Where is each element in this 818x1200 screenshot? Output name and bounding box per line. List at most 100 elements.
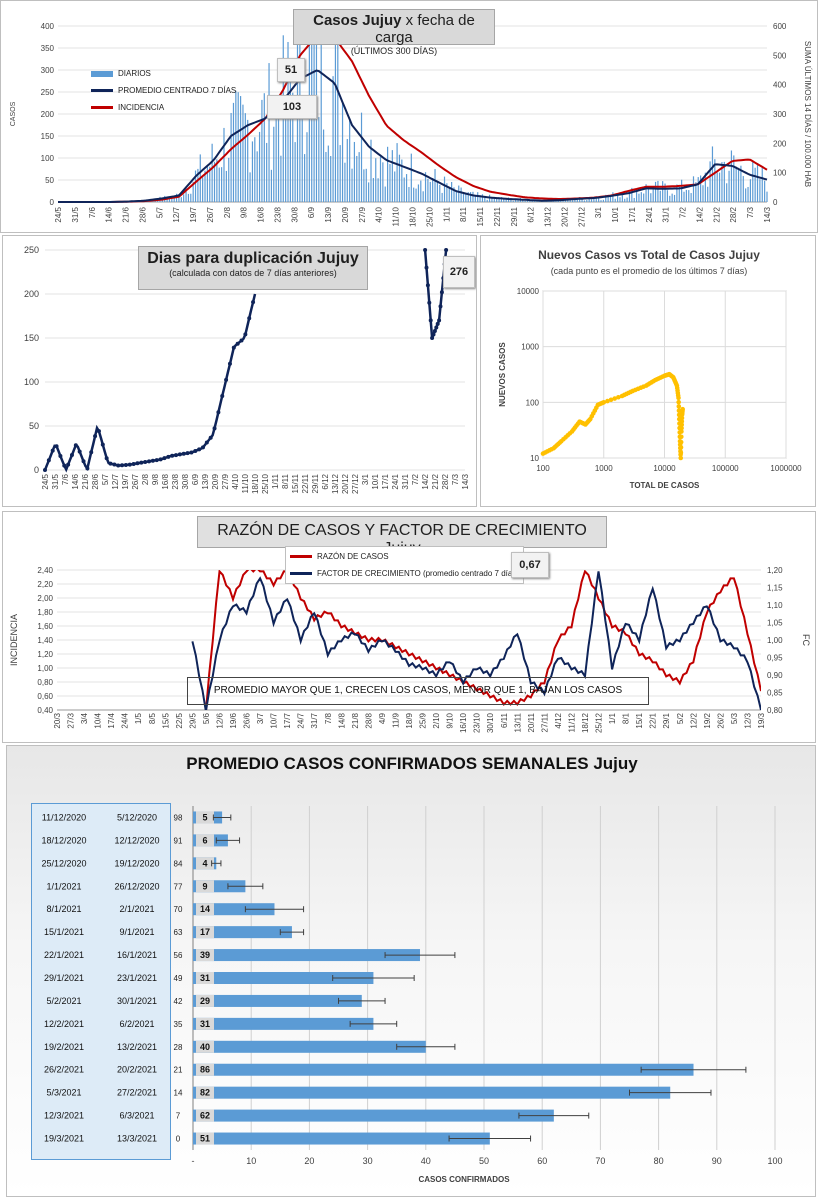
duplication-point xyxy=(431,332,436,337)
daily-bar xyxy=(574,199,576,202)
x-tick-label: 7/6 xyxy=(61,473,70,485)
x-tick-label: 4/10 xyxy=(231,473,240,489)
duplication-point xyxy=(139,460,144,465)
duplicacion-chart-panel: 0 50 100 150 200 250 24/5 31/5 7/6 14/6 21/6 28/6 5/… xyxy=(2,235,477,507)
casos-callout-incidencia: 103 xyxy=(267,95,317,119)
x-tick-label: 1/5 xyxy=(134,712,143,724)
y-axis-label: CASOS xyxy=(10,101,17,126)
daily-bar xyxy=(360,112,363,202)
daily-bar xyxy=(275,97,277,202)
x-tick-label: 21/6 xyxy=(122,206,131,222)
scatter-point xyxy=(605,398,610,404)
casos-title-box: Casos Jujuy x fecha de carga (ÚLTIMOS 30… xyxy=(293,9,495,56)
x-tick-label: 29/11 xyxy=(311,473,320,493)
x-tick-label: 16/8 xyxy=(161,473,170,489)
duplication-point xyxy=(430,336,435,340)
x-tick-label: 15/5 xyxy=(161,712,170,728)
legend-item-promedio: PROMEDIO CENTRADO 7 DÍAS xyxy=(91,82,236,99)
y-tick-label: 50 xyxy=(45,176,54,185)
duplication-point xyxy=(108,461,113,466)
daily-bar xyxy=(576,199,578,202)
daily-bar xyxy=(280,155,282,202)
daily-bar xyxy=(469,192,472,202)
daily-bar xyxy=(626,197,628,202)
daily-bar xyxy=(645,184,647,202)
x-tick-label: 19/7 xyxy=(189,206,198,222)
duplication-point xyxy=(147,459,152,464)
x-tick-label: 28/6 xyxy=(138,206,147,222)
razon-note-box: PROMEDIO MAYOR QUE 1, CRECEN LOS CASOS, … xyxy=(187,677,649,705)
x-tick-label: 22/11 xyxy=(493,206,502,226)
legend-label-fc: FACTOR DE CRECIMIENTO (promedio centrado… xyxy=(317,569,519,578)
x-tick-label: 14/3 xyxy=(461,473,470,489)
x-tick-label: 13/12 xyxy=(331,473,340,494)
duplication-point xyxy=(185,451,190,456)
duplication-point xyxy=(428,318,433,323)
x-tick-label: 29/11 xyxy=(510,206,519,226)
x-tick-label: 27/3 xyxy=(67,712,76,728)
x-tick-label: 5/3 xyxy=(730,712,739,724)
x-tick-label: 4/12 xyxy=(554,712,563,728)
daily-bar xyxy=(728,170,730,202)
x-tick-label: 30/10 xyxy=(486,712,495,733)
daily-bar xyxy=(605,194,607,202)
x-tick-label: 27/11 xyxy=(540,712,549,732)
y2-tick-label: 500 xyxy=(773,51,787,60)
daily-bar xyxy=(256,151,258,202)
duplication-point xyxy=(434,325,439,330)
x-tick-label: 12/2 xyxy=(689,712,698,728)
daily-bar xyxy=(628,190,631,202)
daily-bar xyxy=(510,198,512,202)
daily-bar xyxy=(662,181,664,202)
x-tick-label: 29/5 xyxy=(188,712,197,728)
x-tick-label: 16/10 xyxy=(459,712,468,733)
scatter-point xyxy=(678,445,684,450)
nuevos-vs-total-chart: 100 1000 10000 100000 100000010100100010000T… xyxy=(498,287,802,490)
daily-bar xyxy=(643,193,645,202)
x-tick-label: 4/10 xyxy=(375,206,384,222)
daily-bar xyxy=(161,199,163,202)
y-tick-label: 250 xyxy=(41,88,55,97)
x-tick-label: 10/1 xyxy=(371,473,380,489)
x-tick-label: 8/5 xyxy=(148,712,157,724)
x-tick-label: 10/4 xyxy=(94,712,103,728)
duplication-point xyxy=(154,458,159,463)
daily-bar xyxy=(218,167,220,202)
daily-bar xyxy=(586,199,588,202)
daily-bar xyxy=(659,190,661,202)
casos-subtitle: (ÚLTIMOS 300 DÍAS) xyxy=(350,46,438,56)
daily-bar xyxy=(617,195,619,202)
x-tick-label: 2/8 xyxy=(141,473,150,485)
daily-bar xyxy=(726,183,728,202)
x-tick-label: 20/9 xyxy=(341,206,350,222)
daily-bar xyxy=(600,200,602,202)
x-tick-label: 5/7 xyxy=(155,206,164,218)
daily-bar xyxy=(304,154,306,202)
daily-bar xyxy=(235,90,237,202)
daily-bar xyxy=(448,187,450,202)
daily-bar xyxy=(194,170,197,202)
x-tick-label: 22/5 xyxy=(175,712,184,728)
legend-swatch-razon xyxy=(290,555,312,558)
casos-title-suffix: x fecha de carga xyxy=(375,12,475,46)
daily-bar xyxy=(166,197,168,202)
y-tick-label: 300 xyxy=(41,66,55,75)
daily-bar xyxy=(190,193,192,202)
duplication-point xyxy=(444,248,449,252)
daily-bar xyxy=(602,199,604,202)
y-tick-label: 2,00 xyxy=(37,594,53,603)
daily-bar xyxy=(737,167,740,202)
x-tick-label: 19/6 xyxy=(229,712,238,728)
daily-bar xyxy=(417,184,420,202)
casos-callout-promedio: 51 xyxy=(277,58,305,82)
daily-bar xyxy=(695,182,697,202)
duplication-point xyxy=(437,318,442,323)
y-tick-label: 0 xyxy=(50,198,55,207)
daily-bar xyxy=(496,198,498,202)
y2-tick-label: 0,90 xyxy=(767,671,783,680)
daily-bar xyxy=(180,197,182,202)
daily-bar xyxy=(678,186,680,202)
casos-legend: DIARIOS PROMEDIO CENTRADO 7 DÍAS INCIDEN… xyxy=(91,65,236,116)
daily-bar xyxy=(657,180,659,202)
duplication-point xyxy=(439,290,444,295)
